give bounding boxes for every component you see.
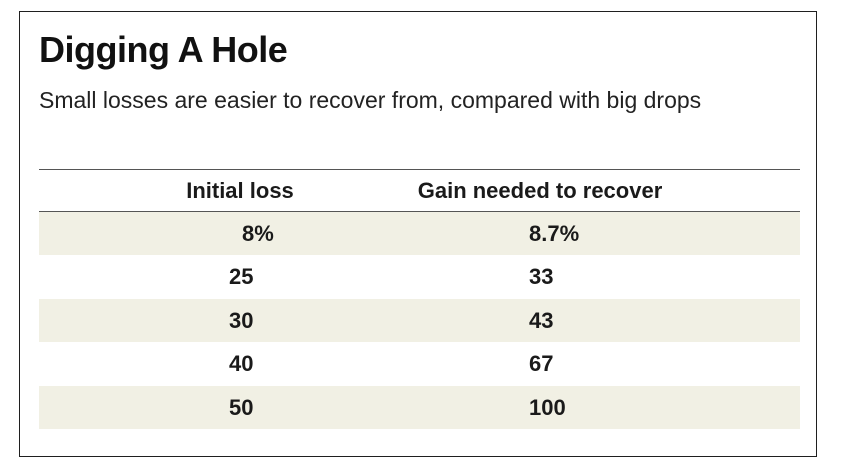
chart-frame: Digging A Hole Small losses are easier t… (19, 11, 817, 457)
gain-needed-cell: 43 (529, 307, 554, 333)
table-body: 8% 8.7% 25 33 30 43 40 67 50 100 (39, 212, 800, 429)
gain-needed-cell: 8.7% (529, 221, 580, 246)
table-row: 40 67 (39, 342, 800, 385)
chart-subtitle: Small losses are easier to recover from,… (39, 87, 702, 113)
column-header-gain-needed: Gain needed to recover (417, 178, 663, 203)
chart-title: Digging A Hole (39, 29, 288, 70)
initial-loss-cell: 30 (229, 307, 254, 333)
initial-loss-cell: 8% (242, 221, 274, 246)
initial-loss-cell: 40 (229, 351, 254, 377)
table-row: 8% 8.7% (39, 212, 800, 256)
table-row: 25 33 (39, 255, 800, 298)
gain-needed-cell: 100 (529, 394, 566, 420)
table-header-rule (39, 211, 800, 212)
initial-loss-cell: 25 (229, 264, 254, 290)
gain-needed-cell: 67 (529, 351, 554, 377)
column-header-initial-loss: Initial loss (186, 178, 294, 203)
table-top-rule (39, 169, 800, 170)
table-row: 50 100 (39, 385, 800, 429)
gain-needed-cell: 33 (529, 264, 554, 290)
initial-loss-cell: 50 (229, 394, 254, 420)
table-row: 30 43 (39, 298, 800, 343)
